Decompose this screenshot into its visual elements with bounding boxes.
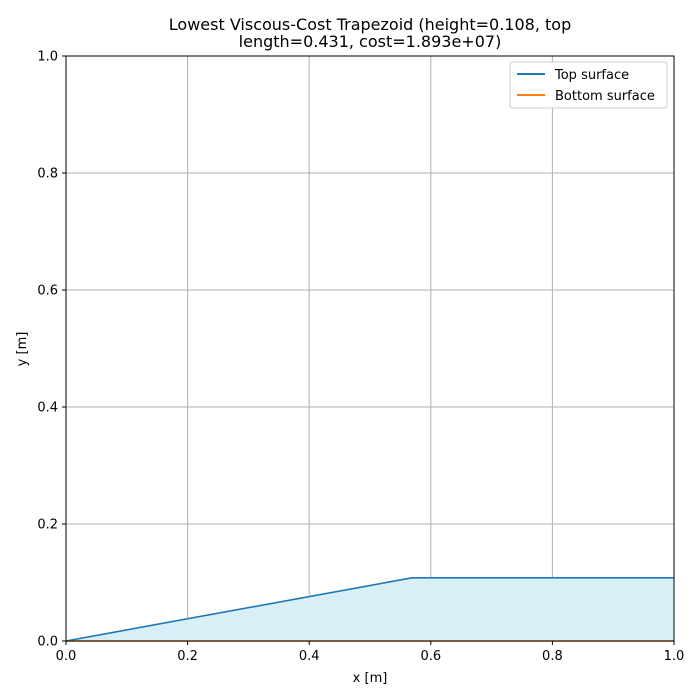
y-tick-label: 0.8 [37,167,58,182]
y-tick-label: 0.4 [37,401,58,416]
legend-box [509,61,668,109]
y-tick-label: 0.0 [37,635,58,650]
plot-frame [65,55,675,642]
x-axis-label: x [m] [353,671,388,686]
x-tick-label: 0.6 [420,649,441,664]
x-tick-label: 0.2 [177,649,198,664]
chart-title-line-2: length=0.431, cost=1.893e+07) [239,32,502,51]
legend-label-top-surface: Top surface [554,68,629,83]
x-tick-label: 0.4 [299,649,320,664]
trapezoid-fill [66,577,674,641]
x-tick-label: 0.0 [56,649,77,664]
grid [65,55,675,642]
axis-ticks: 0.0 0.2 0.4 0.6 0.8 1.0 0.0 0.2 0.4 0.6 0.8 1.0 [37,50,684,665]
y-axis-label: y [m] [15,332,30,367]
chart-title-line-1: Lowest Viscous-Cost Trapezoid (height=0.… [169,15,571,34]
y-tick-label: 0.2 [37,518,58,533]
series-line-top-surface [65,577,674,642]
fill-region [66,577,674,641]
y-tick-label: 1.0 [37,50,58,65]
legend: Top surface Bottom surface [509,61,668,109]
x-tick-label: 0.8 [542,649,563,664]
y-tick-label: 0.6 [37,284,58,299]
legend-label-bottom-surface: Bottom surface [555,89,655,104]
x-tick-label: 1.0 [664,649,685,664]
